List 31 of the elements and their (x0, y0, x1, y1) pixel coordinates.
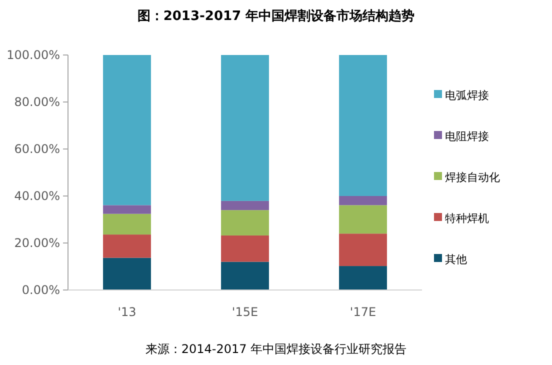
y-tick-label: 80.00% (14, 95, 60, 110)
bar (339, 205, 387, 234)
bar (339, 266, 387, 290)
bar (103, 205, 151, 214)
y-tick-label: 40.00% (14, 189, 60, 204)
legend-label: 电阻焊接 (445, 130, 489, 143)
bar (339, 55, 387, 196)
y-tick-label: 60.00% (14, 142, 60, 156)
bar (221, 235, 269, 262)
bar (339, 234, 387, 266)
source-note: 来源：2014-2017 年中国焊接设备行业研究报告 (145, 342, 407, 356)
bar (103, 234, 151, 258)
bar (221, 262, 269, 290)
bar (103, 258, 151, 290)
bar (221, 200, 269, 210)
x-tick-label: '15E (232, 305, 258, 319)
y-tick-label: 20.00% (14, 236, 60, 250)
x-tick-label: '13 (118, 305, 136, 319)
x-tick-label: '17E (350, 305, 376, 319)
bar (339, 196, 387, 206)
legend-label: 电弧焊接 (445, 88, 489, 102)
legend-label: 焊接自动化 (445, 170, 500, 184)
bar (221, 210, 269, 236)
y-tick-label: 100.00% (6, 48, 60, 62)
chart-title: 图：2013-2017 年中国焊割设备市场结构趋势 (137, 8, 415, 24)
legend-label: 特种焊机 (445, 212, 489, 225)
y-tick-label: 0.00% (22, 283, 60, 298)
bar (103, 55, 151, 206)
bar (221, 55, 269, 201)
legend-label: 其他 (445, 252, 467, 266)
bar (103, 214, 151, 235)
